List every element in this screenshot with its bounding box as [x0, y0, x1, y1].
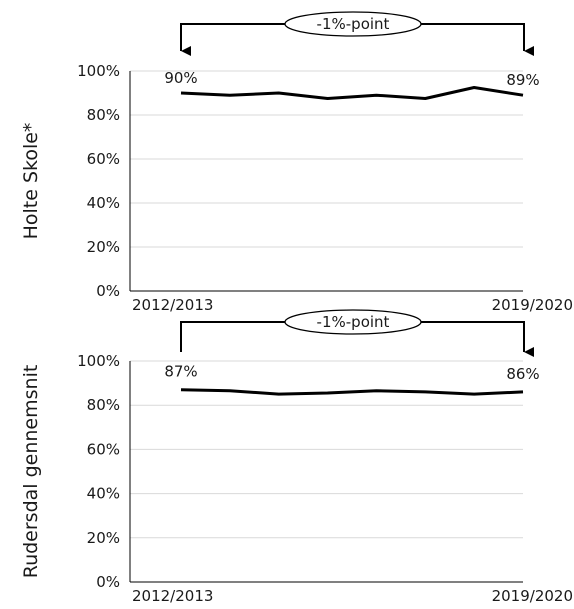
- end-value-label: 89%: [506, 71, 539, 89]
- start-value-label: 87%: [164, 363, 197, 381]
- y-tick-label: 60%: [87, 440, 120, 458]
- y-tick-label: 100%: [77, 62, 120, 80]
- end-value-label: 86%: [506, 365, 539, 383]
- x-tick-label: 2019/2020: [492, 296, 573, 314]
- data-point: [473, 393, 476, 396]
- data-point: [180, 388, 183, 391]
- y-tick-label: 20%: [87, 238, 120, 256]
- data-point: [326, 392, 329, 395]
- y-tick-label: 40%: [87, 485, 120, 503]
- data-point: [277, 393, 280, 396]
- data-point: [277, 92, 280, 95]
- y-tick-label: 80%: [87, 396, 120, 414]
- data-point: [473, 86, 476, 89]
- y-tick-label: 100%: [77, 352, 120, 370]
- y-tick-label: 0%: [96, 573, 120, 591]
- data-point: [424, 390, 427, 393]
- y-tick-label: 0%: [96, 282, 120, 300]
- change-bracket-right: [421, 321, 534, 357]
- y-tick-label: 60%: [87, 150, 120, 168]
- change-label: -1%-point: [317, 313, 390, 331]
- data-point: [375, 94, 378, 97]
- series-line: [180, 388, 524, 396]
- x-tick-label: 2019/2020: [492, 587, 573, 605]
- data-point: [522, 94, 525, 97]
- data-point: [228, 94, 231, 97]
- data-point: [180, 92, 183, 95]
- change-bracket-right: [421, 23, 534, 56]
- y-axis-label: Rudersdal gennemsnit: [20, 365, 42, 579]
- change-badge: [284, 309, 422, 335]
- y-tick-label: 20%: [87, 529, 120, 547]
- x-tick-label: 2012/2013: [132, 587, 213, 605]
- change-label: -1%-point: [317, 15, 390, 33]
- data-point: [228, 389, 231, 392]
- series-line: [180, 86, 524, 100]
- data-point: [326, 97, 329, 100]
- data-point: [522, 390, 525, 393]
- data-point: [375, 389, 378, 392]
- y-axis-label: Holte Skole*: [20, 123, 42, 240]
- change-badge: [284, 11, 422, 37]
- start-value-label: 90%: [164, 69, 197, 87]
- data-point: [424, 97, 427, 100]
- y-tick-label: 80%: [87, 106, 120, 124]
- change-bracket-left: [180, 23, 286, 56]
- change-bracket-left: [180, 321, 286, 352]
- x-tick-label: 2012/2013: [132, 296, 213, 314]
- y-tick-label: 40%: [87, 194, 120, 212]
